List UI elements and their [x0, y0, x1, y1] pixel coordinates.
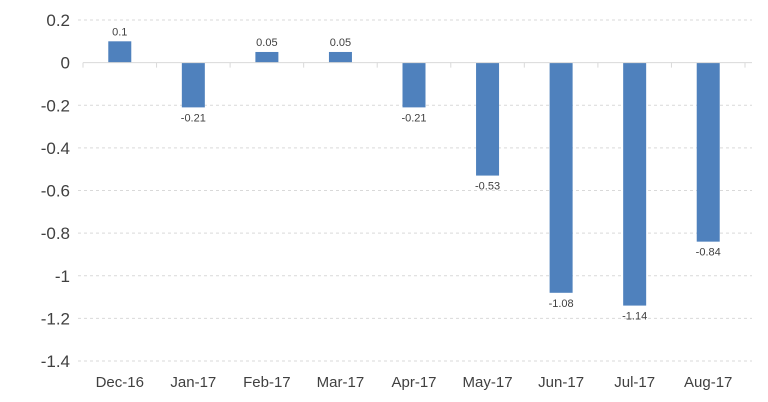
y-tick-label: -0.8	[41, 224, 70, 243]
bar	[549, 62, 573, 293]
x-tick-label: Apr-17	[391, 374, 436, 391]
x-tick-label: Jul-17	[614, 374, 655, 391]
x-tick-label: May-17	[463, 374, 513, 391]
y-tick-label: -0.4	[41, 139, 70, 158]
x-tick-label: Feb-17	[243, 374, 291, 391]
data-label: -1.08	[549, 298, 574, 310]
x-tick-label: Dec-16	[96, 374, 144, 391]
x-tick-label: Jun-17	[538, 374, 584, 391]
y-tick-label: 0.2	[46, 11, 70, 30]
data-label: -0.21	[401, 112, 426, 124]
bar	[181, 62, 205, 108]
bar	[108, 41, 132, 63]
bar	[402, 62, 426, 108]
data-label: 0.1	[112, 26, 127, 38]
data-label: -0.53	[475, 181, 500, 193]
data-label: 0.05	[330, 37, 351, 49]
data-label: -0.21	[181, 112, 206, 124]
bar	[255, 51, 279, 63]
x-tick-label: Jan-17	[170, 374, 216, 391]
x-tick-label: Mar-17	[317, 374, 365, 391]
y-tick-label: -1.4	[41, 352, 70, 371]
bar	[476, 62, 500, 176]
y-tick-label: -0.2	[41, 96, 70, 115]
y-tick-label: -1.2	[41, 309, 70, 328]
data-label: -0.84	[696, 247, 721, 259]
y-tick-label: -0.6	[41, 182, 70, 201]
y-tick-label: -1	[55, 267, 70, 286]
x-tick-label: Aug-17	[684, 374, 732, 391]
data-label: 0.05	[256, 37, 277, 49]
data-label: -1.14	[622, 311, 647, 323]
bar	[623, 62, 647, 306]
bar	[328, 51, 352, 63]
bar	[696, 62, 720, 242]
y-tick-label: 0	[61, 54, 70, 73]
